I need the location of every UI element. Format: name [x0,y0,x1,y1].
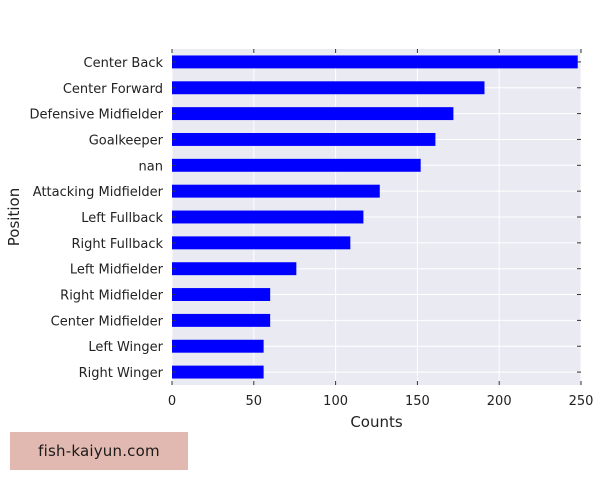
bar [172,184,380,198]
bar [172,236,351,250]
bar [172,81,485,95]
bar [172,210,364,224]
y-tick-label: Goalkeeper [89,133,164,148]
y-tick-label: Right Midfielder [60,289,163,304]
x-tick-label: 100 [323,394,348,409]
y-tick-label: Attacking Midfielder [33,185,164,200]
x-axis-title: Counts [350,413,403,430]
bars [172,55,578,379]
y-tick-label: nan [139,159,163,174]
bar-chart: 0 50 100 150 200 250 Center Back Center Forwar… [5,49,594,430]
y-tick-labels: Center Back Center Forward Defensive Midfi… [29,56,163,381]
bar [172,313,271,327]
y-tick-label: Left Winger [88,340,163,355]
watermark-label: fish-kaiyun.com [10,432,188,470]
x-tick-label: 50 [246,394,263,409]
x-tick-label: 200 [487,394,512,409]
y-tick-label: Defensive Midfielder [29,108,163,123]
bar [172,133,436,146]
bar [172,365,264,379]
bar [172,262,297,276]
bar [172,339,264,353]
bar [172,55,578,69]
x-tick-label: 150 [405,394,430,409]
bar [172,107,454,121]
y-tick-label: Left Fullback [81,211,163,226]
x-tick-label: 0 [168,394,176,409]
bar [172,288,271,301]
bar [172,158,421,172]
y-tick-label: Left Midfielder [70,263,164,278]
x-tick-label: 250 [569,394,594,409]
x-tick-labels: 0 50 100 150 200 250 [168,394,594,409]
tick-marks [171,49,582,385]
y-tick-label: Right Winger [79,366,164,381]
y-tick-label: Center Back [84,56,164,71]
y-axis-title: Position [5,188,23,246]
y-tick-label: Center Midfielder [51,314,164,329]
y-tick-label: Right Fullback [72,237,164,252]
y-tick-label: Center Forward [63,82,163,97]
